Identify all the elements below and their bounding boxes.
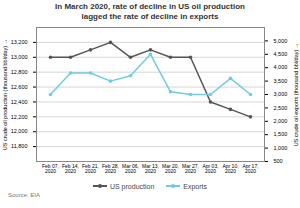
svg-text:Apr 17,2020: Apr 17,2020: [242, 163, 258, 174]
svg-text:12,200: 12,200: [11, 114, 28, 120]
svg-text:2,500: 2,500: [274, 105, 288, 111]
html-text:US production: US production: [110, 182, 155, 190]
svg-text:Feb 28,2020: Feb 28,2020: [102, 163, 119, 174]
svg-text:Mar 13,2020: Mar 13,2020: [142, 163, 159, 174]
svg-text:2,000: 2,000: [274, 118, 288, 124]
svg-text:1,500: 1,500: [274, 132, 288, 138]
svg-text:12,400: 12,400: [11, 99, 28, 105]
svg-text:US crude oil production (thous: US crude oil production (thousand bbl/da…: [2, 39, 8, 150]
svg-text:Feb 21,2020: Feb 21,2020: [82, 163, 99, 174]
svg-text:1,000: 1,000: [274, 145, 288, 151]
html-text:Source: EIA: Source: EIA: [8, 192, 40, 199]
svg-text:US crude oil exports (thousand: US crude oil exports (thousand bbl/day) …: [293, 43, 299, 147]
svg-text:Apr 03,2020: Apr 03,2020: [202, 163, 218, 174]
svg-text:11,800: 11,800: [11, 144, 27, 150]
html-text:Exports: Exports: [183, 182, 207, 190]
svg-text:13,000: 13,000: [11, 54, 28, 60]
svg-text:13,200: 13,200: [11, 39, 28, 45]
svg-text:12,600: 12,600: [11, 84, 28, 90]
svg-text:Mar 27,2020: Mar 27,2020: [182, 163, 199, 174]
svg-text:4,500: 4,500: [274, 51, 288, 57]
svg-text:Feb 07,2020: Feb 07,2020: [42, 163, 59, 174]
svg-text:4,000: 4,000: [274, 65, 288, 71]
svg-text:Mar 06,2020: Mar 06,2020: [122, 163, 139, 174]
svg-text:Mar 20,2020: Mar 20,2020: [162, 163, 179, 174]
svg-text:Feb 14,2020: Feb 14,2020: [62, 163, 79, 174]
svg-text:3,000: 3,000: [274, 91, 288, 97]
svg-text:5,000: 5,000: [274, 38, 288, 44]
svg-text:12,800: 12,800: [11, 69, 28, 75]
svg-text:500: 500: [274, 158, 283, 164]
svg-text:12,000: 12,000: [11, 129, 28, 135]
svg-text:3,500: 3,500: [274, 78, 288, 84]
svg-text:Apr 10,2020: Apr 10,2020: [222, 163, 238, 174]
html-text:In March 2020, rate of decline: In March 2020, rate of decline in US oil…: [55, 2, 245, 21]
